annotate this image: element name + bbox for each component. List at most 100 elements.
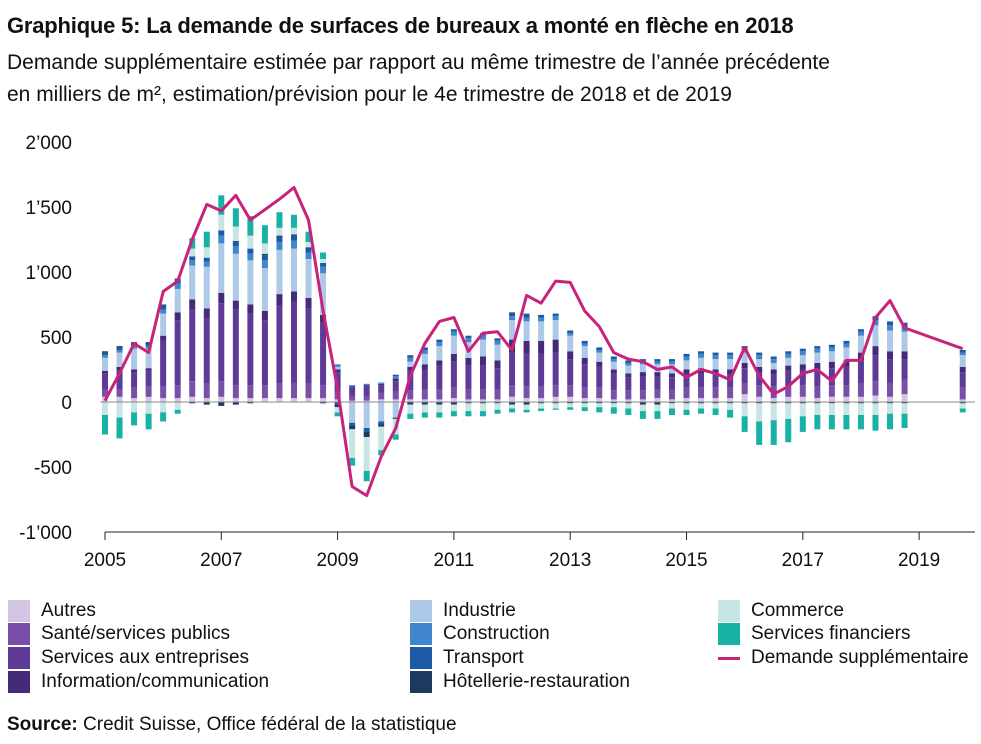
bar-segment-h-tellerie-restauration [218,402,225,406]
bar-segment-services-financiers [247,216,254,236]
bar-segment-transport [756,352,763,356]
bar-segment-services-financiers [639,411,646,419]
bar-segment-services-financiers [218,195,225,215]
bar-segment-commerce [785,403,792,419]
bar-segment-transport [218,230,225,236]
bar-segment-sant-services-publics [494,389,501,400]
bar-segment-h-tellerie-restauration [668,402,675,404]
legend-item: Services financiers [718,623,910,645]
bar-segment-sant-services-publics [276,383,283,399]
legend-item: Services aux entreprises [8,647,249,669]
bar-segment-autres [567,396,574,402]
bar-segment-sant-services-publics [363,395,370,401]
bar-segment-sant-services-publics [668,390,675,400]
bar-segment-transport [349,422,356,426]
bar-segment-services-financiers [712,408,719,415]
bar-segment-construction [814,348,821,353]
bar-segment-sant-services-publics [625,390,632,400]
bar-segment-transport [668,359,675,362]
bar-segment-transport [857,329,864,332]
bar-segment-h-tellerie-restauration [523,402,530,405]
bar-segment-information-communication [261,311,268,321]
bar-segment-information-communication [174,312,181,321]
bar-segment-h-tellerie-restauration [494,402,501,404]
bar-segment-h-tellerie-restauration [625,402,632,404]
bar-segment-sant-services-publics [741,383,748,395]
bar-segment-services-financiers [509,408,516,413]
bar-segment-h-tellerie-restauration [450,402,457,405]
bar-segment-services-financiers [479,411,486,417]
bar-segment-sant-services-publics [465,389,472,400]
bar-stack [174,278,181,414]
bar-segment-services-financiers [349,457,356,466]
bar-segment-commerce [232,226,239,241]
bar-segment-autres [872,395,879,402]
legend-swatch [8,600,30,622]
bar-segment-h-tellerie-restauration [770,402,777,404]
bar-segment-services-financiers [232,208,239,227]
bar-segment-commerce [668,403,675,409]
bar-segment-autres [421,399,428,402]
bar-segment-commerce [494,403,501,410]
bar-segment-construction [174,283,181,289]
bar-segment-industrie [567,335,574,352]
bar-segment-industrie [668,364,675,374]
bar-segment-services-financiers [450,411,457,417]
bar-segment-commerce [683,403,690,410]
bar-stack [887,321,894,430]
bar-segment-commerce [218,214,225,231]
bar-segment-commerce [276,227,283,236]
bar-segment-h-tellerie-restauration [872,402,879,404]
bar-segment-services-aux-entreprises [174,320,181,386]
bar-segment-h-tellerie-restauration [756,402,763,404]
bar-segment-commerce [567,403,574,408]
bar-segment-h-tellerie-restauration [363,431,370,438]
bar-segment-information-communication [479,356,486,366]
bar-segment-industrie [625,365,632,374]
bar-segment-autres [116,396,123,402]
bar-segment-h-tellerie-restauration [857,402,864,404]
bar-segment-information-communication [567,351,574,360]
bar-segment-h-tellerie-restauration [349,425,356,430]
bar-stack [363,383,370,482]
bar-segment-information-communication [901,351,908,360]
bar-segment-sant-services-publics [538,386,545,399]
bar-segment-transport [378,421,385,425]
bar-segment-sant-services-publics [959,387,966,400]
bar-segment-industrie [959,355,966,367]
bar-segment-services-financiers [392,434,399,440]
bar-segment-construction [727,355,734,360]
bar-segment-sant-services-publics [857,383,864,397]
bar-segment-autres [479,399,486,402]
bar-segment-sant-services-publics [320,385,327,399]
bar-segment-information-communication [668,373,675,378]
bar-segment-sant-services-publics [116,389,123,397]
bar-segment-construction [799,351,806,356]
bar-segment-industrie [145,348,152,369]
bar-segment-commerce [479,403,486,412]
bar-segment-industrie [523,321,530,341]
x-tick-label: 2009 [316,550,358,571]
bar-segment-industrie [174,288,181,313]
bar-segment-commerce [799,403,806,417]
bar-segment-h-tellerie-restauration [160,304,167,306]
bar-segment-services-aux-entreprises [901,359,908,380]
bar-segment-construction [436,342,443,347]
bar-segment-services-aux-entreprises [639,376,646,391]
bar-segment-industrie [872,325,879,347]
bar-segment-information-communication [581,357,588,365]
bar-segment-industrie [320,273,327,315]
bar-segment-industrie [392,402,399,418]
bar-segment-h-tellerie-restauration [320,402,327,404]
bar-segment-services-financiers [785,418,792,443]
legend-item: Information/communication [8,671,269,693]
bar-segment-construction [698,353,705,358]
bar-segment-commerce [872,403,879,415]
bar-segment-commerce [727,403,734,410]
bar-segment-autres [538,398,545,402]
bar-stack [712,352,719,415]
bar-segment-services-financiers [727,409,734,418]
bar-segment-services-financiers [523,409,530,413]
legend-item: Construction [410,623,550,645]
bar-segment-commerce [523,404,530,410]
